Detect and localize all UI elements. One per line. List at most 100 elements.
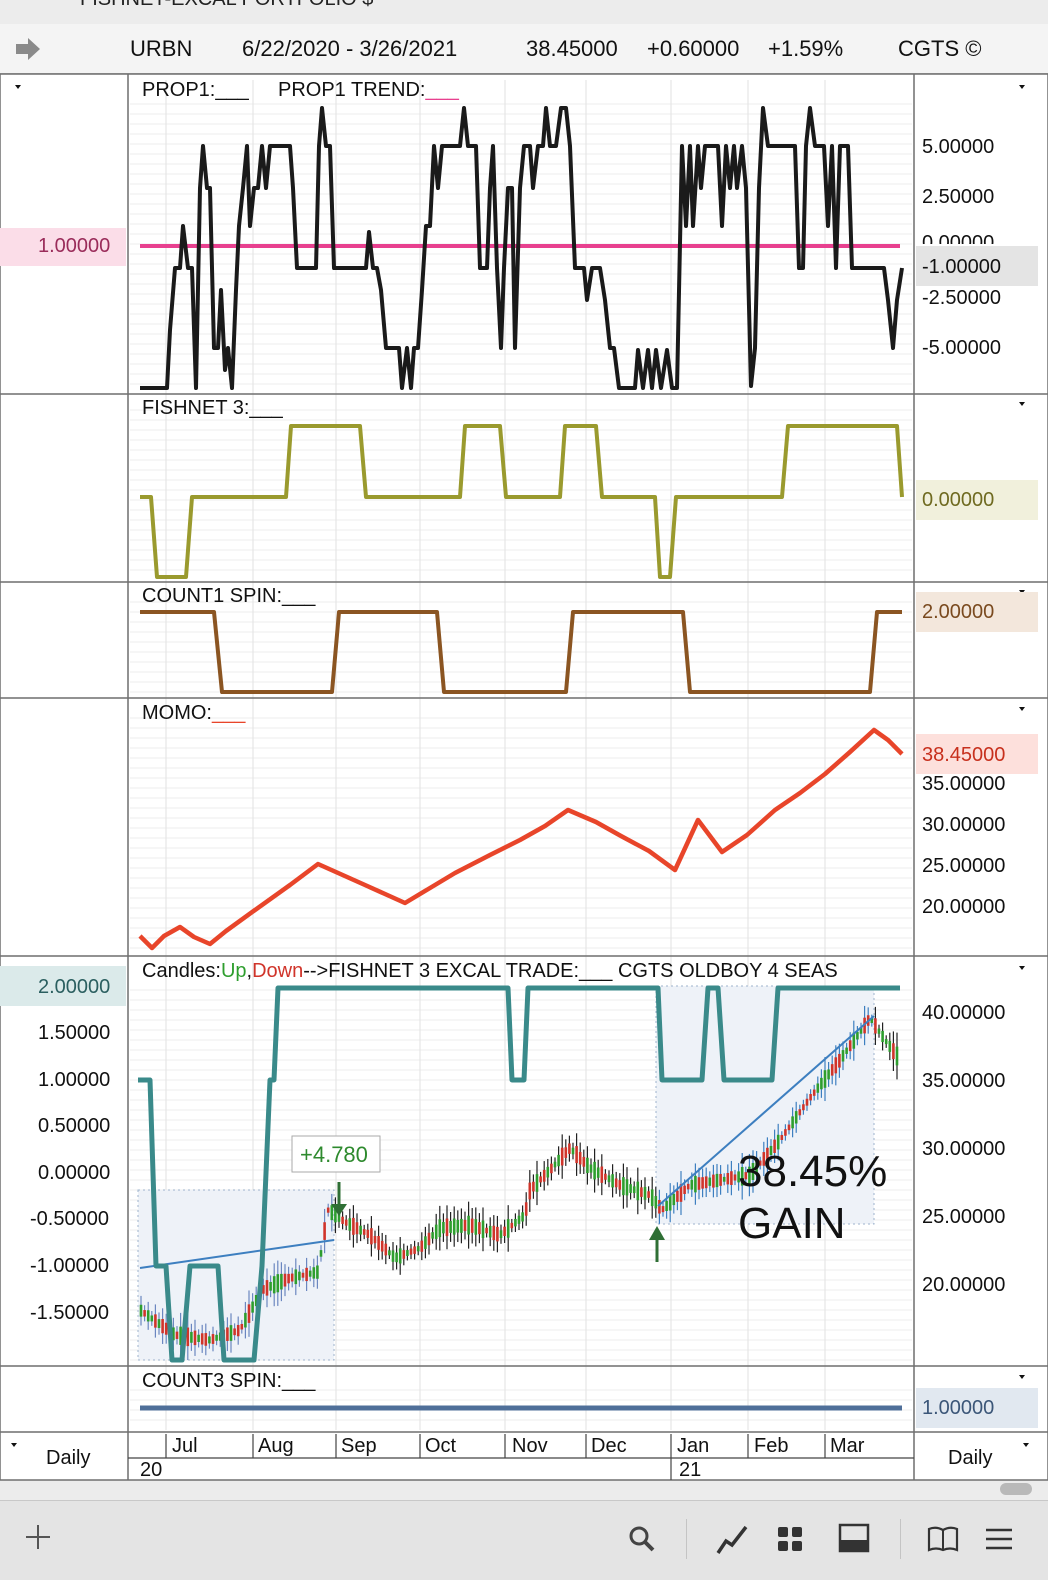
prop1-tick: 5.00000: [922, 136, 995, 158]
month-ticks: [128, 1434, 914, 1480]
menu-icon[interactable]: [984, 1527, 1014, 1551]
candle-body: [881, 1030, 884, 1043]
candle-body: [204, 1333, 208, 1346]
candle-body: [593, 1161, 596, 1180]
prop1-label: PROP1:___: [142, 79, 249, 101]
gain-word: GAIN: [738, 1199, 846, 1248]
candle-body: [499, 1230, 503, 1239]
line-chart-icon[interactable]: [716, 1523, 748, 1555]
arrow-right-icon[interactable]: [14, 36, 42, 62]
panel-menu-icon[interactable]: [1019, 966, 1025, 970]
candle-body: [578, 1151, 582, 1165]
candle-body: [406, 1250, 409, 1256]
count3-value: 1.00000: [922, 1397, 995, 1419]
panel-menu-icon[interactable]: [1019, 707, 1025, 711]
candle-body: [503, 1226, 506, 1236]
candle-body: [229, 1325, 233, 1341]
candle-body: [589, 1164, 593, 1173]
candle-body: [712, 1174, 715, 1188]
candle-body: [492, 1225, 496, 1241]
candle-body: [704, 1176, 708, 1189]
candle-body: [539, 1176, 542, 1183]
down-arrow-icon: [331, 1182, 347, 1216]
momo-line: [138, 727, 904, 951]
candle-body: [640, 1187, 643, 1197]
month-label: Mar: [830, 1435, 865, 1457]
panel-menu-icon[interactable]: [1019, 85, 1025, 89]
panel-menu-icon[interactable]: [1019, 1375, 1025, 1379]
candle-body: [186, 1327, 190, 1347]
candle-body: [438, 1219, 442, 1238]
candle-body: [290, 1273, 294, 1282]
candle-body: [424, 1236, 427, 1249]
candle-body: [532, 1181, 535, 1192]
search-icon[interactable]: [628, 1525, 656, 1553]
candle-body: [679, 1184, 683, 1202]
excal-tick: -1.00000: [30, 1255, 109, 1277]
candle-body: [888, 1040, 892, 1052]
candle-body: [780, 1134, 784, 1140]
candle-body: [622, 1177, 625, 1196]
candle-body: [380, 1240, 384, 1252]
candle-body: [496, 1226, 499, 1242]
excal-tick: 0.50000: [38, 1115, 111, 1137]
candle-body: [190, 1331, 193, 1343]
candle-body: [366, 1229, 370, 1238]
count1-line: [140, 610, 902, 694]
candle-body: [294, 1269, 298, 1285]
excal-tick: 0.00000: [38, 1162, 111, 1184]
candle-body: [326, 1207, 330, 1213]
prop1-tick: -2.50000: [922, 287, 1001, 309]
price-tick: 20.00000: [922, 1274, 1006, 1296]
candle-body: [154, 1314, 157, 1328]
candle-body: [762, 1152, 766, 1166]
candle-body: [200, 1333, 204, 1345]
candle-body: [478, 1222, 481, 1235]
candle-body: [283, 1273, 287, 1287]
candle-body: [820, 1077, 823, 1090]
excal-value: 2.00000: [38, 976, 111, 998]
candle-body: [211, 1334, 215, 1344]
candle-body: [517, 1215, 521, 1224]
candle-body: [614, 1178, 618, 1188]
candle-body: [391, 1250, 395, 1262]
candle-body: [334, 1208, 337, 1223]
candle-body: [280, 1273, 283, 1290]
candle-body: [265, 1280, 269, 1296]
add-icon[interactable]: [24, 1523, 52, 1551]
candle-body: [337, 1213, 341, 1222]
candle-body: [560, 1147, 564, 1166]
momo-value-tag: [916, 734, 1038, 774]
candle-body: [323, 1222, 326, 1240]
trade-highlights: [137, 985, 875, 1361]
period-menu-icon[interactable]: [1023, 1443, 1029, 1447]
candle-body: [629, 1184, 632, 1193]
candle-body: [359, 1225, 362, 1235]
count3-label: COUNT3 SPIN:___: [142, 1370, 316, 1392]
fishnet3-line: [140, 424, 904, 579]
candle-body: [373, 1236, 377, 1244]
month-label: Dec: [591, 1435, 627, 1457]
candle-body: [388, 1250, 391, 1256]
panel-layout-icon[interactable]: [838, 1523, 870, 1553]
period-selector-left[interactable]: Daily: [46, 1447, 91, 1469]
candle-body: [643, 1186, 647, 1200]
horizontal-scrollbar[interactable]: [1000, 1483, 1032, 1495]
toolbar-divider: [686, 1519, 687, 1559]
panel-menu-icon[interactable]: [1019, 402, 1025, 406]
excal-trade-line: [138, 985, 900, 1363]
candle-body: [226, 1327, 229, 1341]
book-icon[interactable]: [926, 1525, 960, 1553]
candle-body: [884, 1039, 888, 1045]
grid-icon[interactable]: [776, 1525, 804, 1553]
candle-body: [690, 1179, 694, 1190]
candle-body: [150, 1315, 154, 1322]
candle-body: [409, 1248, 413, 1255]
price-candles: [139, 1005, 899, 1361]
period-selector-right[interactable]: Daily: [948, 1447, 993, 1469]
candle-body: [604, 1173, 607, 1180]
period-menu-icon[interactable]: [11, 1443, 17, 1447]
count1-label: COUNT1 SPIN:___: [142, 585, 316, 607]
momo-value: 38.45000: [922, 744, 1006, 766]
panel-menu-icon[interactable]: [15, 85, 21, 89]
